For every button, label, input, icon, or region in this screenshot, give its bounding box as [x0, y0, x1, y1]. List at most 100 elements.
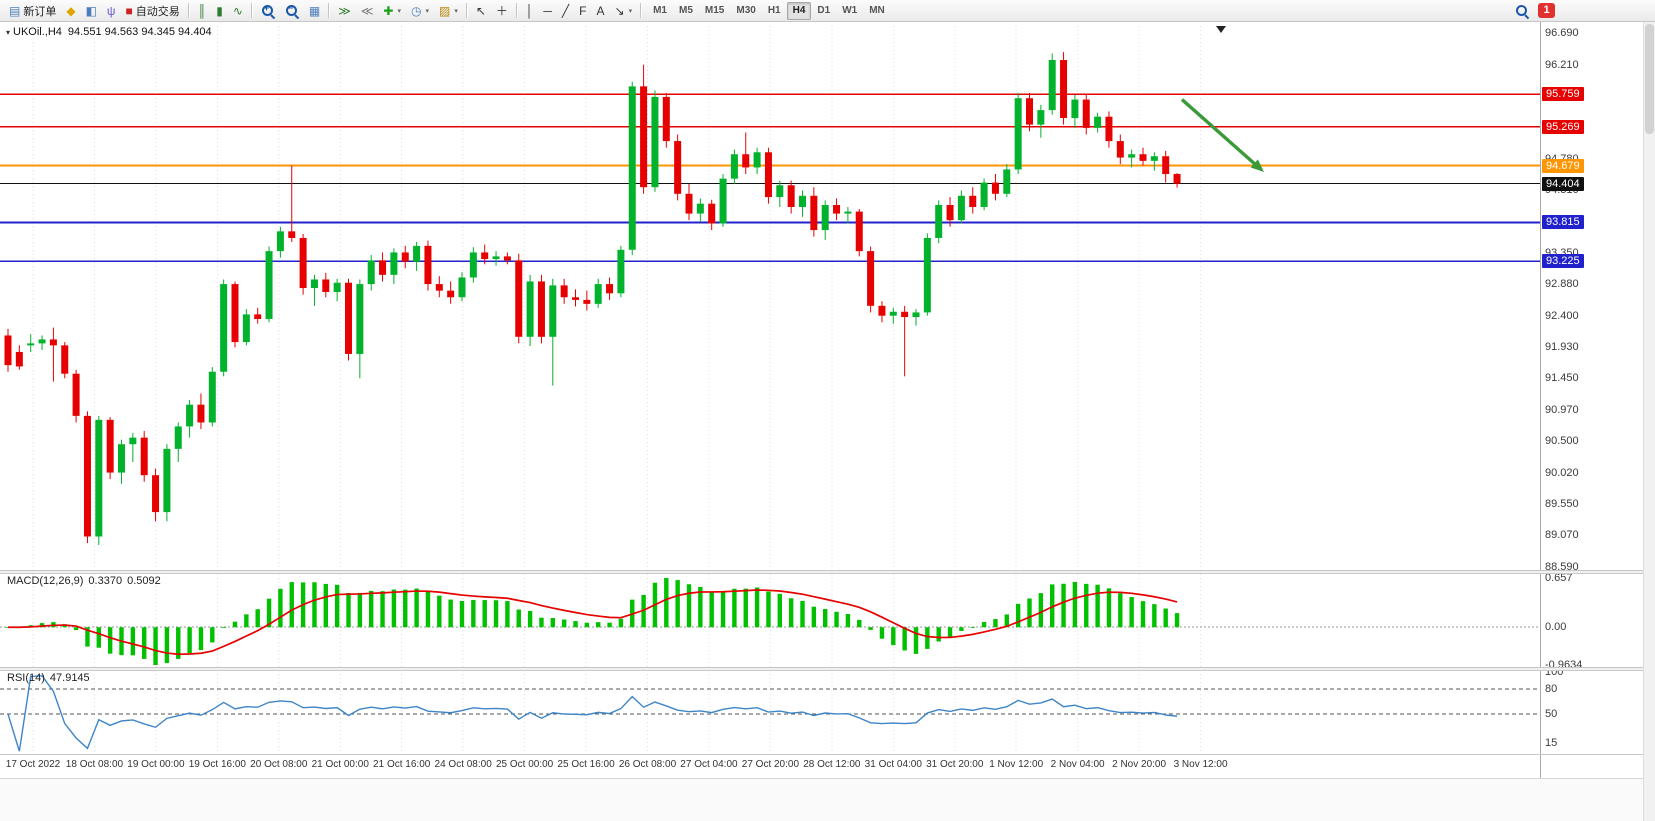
- toolbar: ▤ 新订单 ◆ ◧ ψ ■ 自动交易 ║ ▮ ∿ + − ▦ ≫ ≪ ✚ ▾ ◷ ▾ ▨ ▾ ↖ ＋ │ ─ ╱ F A ↘ ▾ M1 M5 M…: [0, 0, 1655, 22]
- arrows-icon[interactable]: ↘ ▾: [611, 1, 637, 21]
- timeframe-d1-button[interactable]: D1: [817, 4, 831, 16]
- price-level-tag: 95.269: [1542, 119, 1584, 134]
- macd-name: MACD(12,26,9): [7, 575, 84, 587]
- price-axis-label: 92.880: [1545, 278, 1579, 291]
- fibonacci-icon[interactable]: F: [575, 1, 590, 21]
- crosshair-icon[interactable]: ＋: [492, 1, 512, 21]
- rsi-axis-label: 50: [1545, 708, 1558, 720]
- horizontal-line-icon[interactable]: ─: [539, 1, 556, 21]
- toolbar-separator: [465, 3, 468, 18]
- templates-icon[interactable]: ▨ ▾: [435, 1, 462, 21]
- chart-area[interactable]: 17 Oct 2022 18 Oct 08:00 19 Oct 00:00 19 Oc…: [0, 22, 1540, 778]
- templates-icon: ▨: [438, 3, 451, 18]
- crosshair-icon: ＋: [495, 3, 508, 18]
- dropdown-caret-icon: ▾: [628, 7, 633, 15]
- time-axis-label: 27 Oct 20:00: [741, 759, 800, 770]
- periods-icon: ◷: [410, 3, 422, 18]
- price-axis-label: 96.690: [1545, 27, 1579, 39]
- timeframe-group: M1 M5 M15 M30 H1 H4 D1 W1 MN: [647, 1, 891, 20]
- rsi-panel-divider[interactable]: [0, 667, 1643, 671]
- toolbar-separator: [187, 3, 190, 18]
- timeframe-m30-button[interactable]: M30: [736, 4, 756, 16]
- auto-scroll-icon[interactable]: ≫: [334, 1, 355, 21]
- new-order-icon: ▤: [9, 3, 21, 18]
- cursor-icon[interactable]: ↖: [472, 1, 490, 21]
- bottom-filler: [0, 778, 1643, 821]
- profile-icon: ◧: [85, 3, 97, 18]
- vertical-scrollbar[interactable]: [1643, 22, 1655, 821]
- timeframe-w1-button[interactable]: W1: [842, 4, 858, 16]
- price-level-tag: 95.759: [1542, 87, 1584, 102]
- auto-scroll-icon: ≫: [338, 3, 351, 18]
- fibonacci-icon: F: [579, 3, 587, 18]
- price-axis-label: 90.500: [1545, 434, 1579, 447]
- rsi-axis-label: 80: [1545, 682, 1558, 695]
- price-level-tag: 94.679: [1542, 158, 1584, 173]
- chart-canvas[interactable]: [0, 22, 1540, 778]
- scripts-icon[interactable]: ψ: [103, 1, 120, 21]
- time-axis-label: 3 Nov 12:00: [1173, 759, 1228, 770]
- text-icon[interactable]: A: [593, 1, 609, 21]
- chart-shift-icon: ≪: [360, 3, 374, 18]
- scrollbar-thumb[interactable]: [1645, 24, 1654, 134]
- timeframe-m15-button[interactable]: M15: [704, 4, 725, 16]
- time-axis-label: 27 Oct 04:00: [680, 759, 738, 770]
- text-icon: A: [596, 3, 605, 18]
- timeframe-h1-button[interactable]: H1: [767, 4, 781, 16]
- price-axis-label: 89.550: [1545, 497, 1579, 510]
- indicators-icon[interactable]: ✚ ▾: [379, 1, 405, 21]
- chart-shift-marker-icon[interactable]: [1216, 26, 1226, 33]
- price-axis-label: 96.210: [1545, 58, 1579, 71]
- trendline-icon: ╱: [561, 3, 570, 18]
- candlestick-chart-type-icon[interactable]: ▮: [212, 1, 227, 21]
- vertical-line-icon[interactable]: │: [522, 1, 538, 21]
- autotrade-button[interactable]: ■ 自动交易: [121, 1, 183, 21]
- zoom-in-icon[interactable]: +: [257, 1, 279, 21]
- bar-chart-type-icon[interactable]: ║: [194, 1, 211, 21]
- arrows-icon: ↘: [614, 3, 625, 18]
- time-axis-label: 18 Oct 08:00: [65, 759, 124, 770]
- scripts-icon: ψ: [106, 3, 116, 18]
- toolbar-separator: [515, 3, 518, 18]
- market-watch-icon[interactable]: ◆: [62, 1, 79, 21]
- macd-histogram: [5, 578, 1180, 665]
- chart-menu-icon[interactable]: ▾: [6, 28, 11, 37]
- zoom-out-icon[interactable]: −: [281, 1, 303, 21]
- time-axis-label: 19 Oct 16:00: [188, 759, 246, 770]
- toolbar-separator: [328, 3, 331, 18]
- timeframe-m5-button[interactable]: M5: [679, 4, 693, 16]
- price-level-tag: 93.815: [1542, 215, 1584, 230]
- price-scale[interactable]: 96.69096.21094.78094.31093.35092.88092.4…: [1540, 22, 1643, 778]
- cursor-icon: ↖: [475, 3, 486, 18]
- macd-indicator-label: MACD(12,26,9) 0.3370 0.5092: [7, 575, 161, 587]
- chart-shift-icon[interactable]: ≪: [357, 1, 378, 21]
- timeframe-h4-button[interactable]: H4: [786, 1, 812, 20]
- search-button[interactable]: [1511, 1, 1533, 21]
- new-order-button[interactable]: ▤ 新订单: [5, 1, 60, 21]
- line-chart-type-icon[interactable]: ∿: [229, 1, 247, 21]
- tile-windows-icon[interactable]: ▦: [305, 1, 324, 21]
- time-axis-label: 28 Oct 12:00: [803, 759, 861, 770]
- line-chart-type-icon: ∿: [232, 3, 243, 18]
- notification-badge[interactable]: 1: [1538, 3, 1555, 18]
- symbol-period-label: UKOil.,H4: [13, 26, 62, 38]
- macd-main-value: 0.3370: [88, 575, 123, 587]
- rsi-axis-label: 15: [1545, 737, 1558, 750]
- price-axis-label: 92.400: [1545, 309, 1579, 322]
- timeframe-mn-button[interactable]: MN: [869, 4, 885, 16]
- down-arrow-annotation[interactable]: [1180, 98, 1264, 173]
- tile-windows-icon: ▦: [308, 3, 321, 18]
- price-axis-label: 91.450: [1545, 372, 1579, 385]
- profile-icon[interactable]: ◧: [82, 1, 101, 21]
- candlestick-chart-type-icon: ▮: [216, 3, 223, 18]
- time-axis-label: 31 Oct 04:00: [864, 759, 922, 770]
- toolbar-separator: [250, 3, 253, 18]
- periods-icon[interactable]: ◷ ▾: [407, 1, 433, 21]
- time-axis-label: 20 Oct 08:00: [250, 759, 308, 770]
- trendline-icon[interactable]: ╱: [558, 1, 573, 21]
- timeframe-m1-button[interactable]: M1: [653, 4, 667, 16]
- time-axis-label: 21 Oct 16:00: [373, 759, 431, 770]
- market-watch-icon: ◆: [66, 3, 76, 18]
- macd-panel-divider[interactable]: [0, 570, 1643, 574]
